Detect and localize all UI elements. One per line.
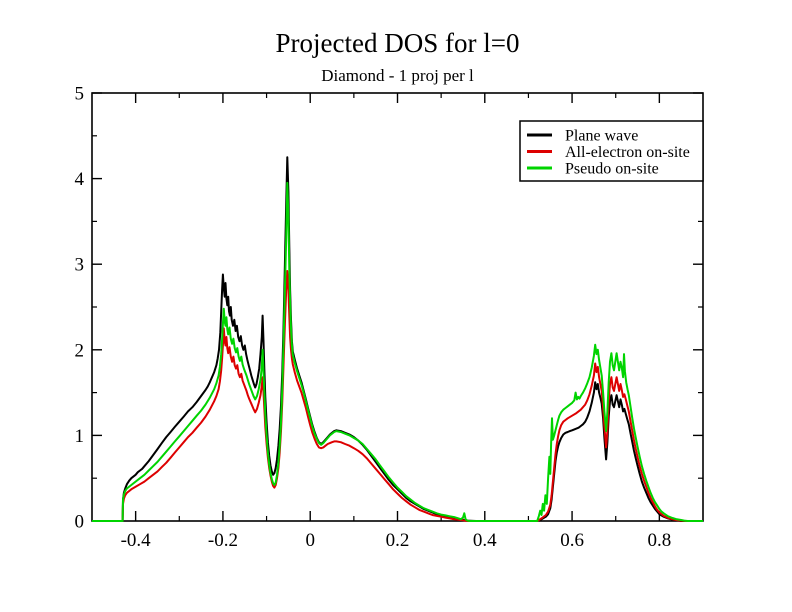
y-tick-label: 3	[75, 255, 85, 276]
y-tick-label: 2	[75, 340, 85, 361]
x-tick-label: 0	[305, 530, 315, 551]
series-line-all-electron-on-site	[92, 270, 703, 522]
series-line-pseudo-on-site	[92, 181, 703, 522]
legend-entry-label: All-electron on-site	[565, 144, 690, 161]
x-tick-label: 0.6	[560, 530, 584, 551]
x-tick-label: 0.8	[647, 530, 671, 551]
y-tick-label: 0	[75, 512, 85, 533]
legend-entry-label: Plane wave	[565, 128, 638, 145]
x-tick-label: 0.4	[473, 530, 497, 551]
chart-title: Projected DOS for l=0	[275, 28, 520, 58]
legend-entry-label: Pseudo on-site	[565, 161, 659, 178]
x-tick-label: -0.4	[121, 530, 152, 551]
y-tick-label: 1	[75, 426, 85, 447]
x-tick-label: 0.2	[386, 530, 410, 551]
x-tick-label: -0.2	[208, 530, 238, 551]
chart-subtitle: Diamond - 1 proj per l	[321, 66, 474, 85]
series-line-plane-wave	[92, 156, 703, 522]
y-tick-label: 5	[75, 84, 85, 105]
y-tick-label: 4	[75, 169, 85, 190]
